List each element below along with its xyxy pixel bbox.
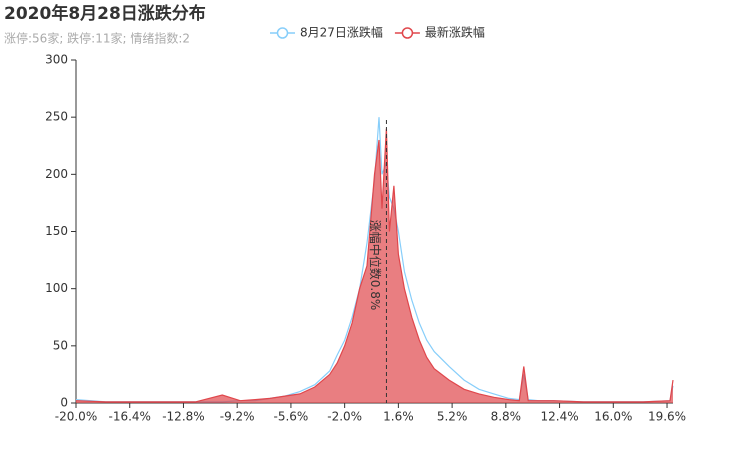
x-tick-label: 19.6% <box>648 410 686 424</box>
legend-item: 8月27日涨跌幅 <box>270 25 383 40</box>
x-tick-label: 12.4% <box>541 410 579 424</box>
series-line <box>75 128 674 403</box>
area-fill <box>76 128 673 403</box>
legend-label: 最新涨跌幅 <box>425 25 485 40</box>
legend-swatch <box>401 27 414 39</box>
x-tick-label: -9.2% <box>220 410 255 424</box>
x-tick-label: -16.4% <box>109 410 151 424</box>
y-tick-label: 150 <box>45 224 68 238</box>
chart-title: 2020年8月28日涨跌分布 <box>4 3 206 24</box>
x-tick-label: -20.0% <box>55 410 97 424</box>
x-tick-label: -2.0% <box>327 410 362 424</box>
y-tick-label: 50 <box>53 338 68 352</box>
y-tick-label: 200 <box>45 167 68 181</box>
y-tick-label: 300 <box>45 53 68 67</box>
x-tick-label: 16.0% <box>594 410 632 424</box>
x-tick-label: -12.8% <box>162 410 204 424</box>
x-tick-label: 1.6% <box>383 410 414 424</box>
legend-swatch <box>276 27 289 39</box>
x-tick-label: 5.2% <box>437 410 468 424</box>
chart-subtitle: 涨停:56家; 跌停:11家; 情绪指数:2 <box>4 31 190 46</box>
y-tick-label: 0 <box>60 396 68 410</box>
legend-label: 8月27日涨跌幅 <box>300 25 383 40</box>
y-tick-label: 250 <box>45 110 68 124</box>
x-tick-label: 8.8% <box>491 410 522 424</box>
median-label: 涨幅中位数0.8% <box>368 220 383 311</box>
x-tick-label: -5.6% <box>274 410 309 424</box>
legend-item: 最新涨跌幅 <box>394 25 485 40</box>
y-tick-label: 100 <box>45 281 68 295</box>
